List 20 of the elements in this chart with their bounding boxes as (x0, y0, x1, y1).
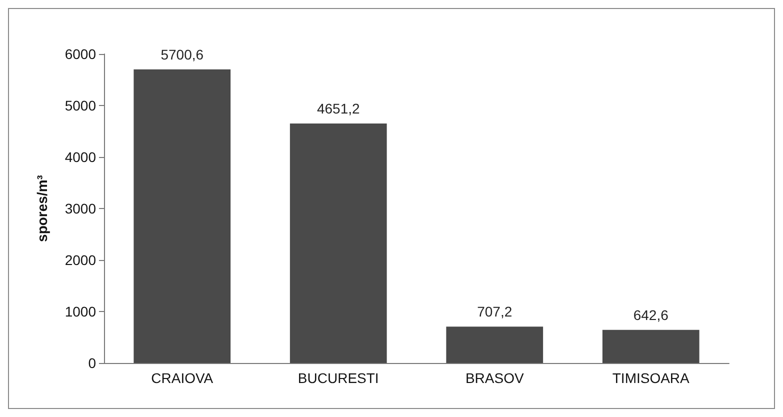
y-tick-label: 5000 (64, 98, 96, 114)
x-tick-label: TIMISOARA (612, 370, 690, 386)
y-tick-label: 0 (88, 355, 96, 371)
data-label: 4651,2 (316, 100, 360, 116)
data-label: 707,2 (477, 304, 512, 320)
bar (446, 326, 544, 363)
y-tick-label: 3000 (64, 200, 96, 216)
data-label: 642,6 (633, 306, 669, 323)
bar (290, 123, 387, 363)
x-tick-label: BRASOV (465, 370, 524, 386)
y-tick-label: 2000 (64, 252, 96, 268)
data-label: 5700,6 (160, 46, 204, 62)
bar (602, 330, 700, 363)
bar (134, 69, 231, 363)
y-tick-label: 1000 (64, 304, 96, 320)
y-tick-label: 6000 (64, 46, 96, 62)
y-tick-label: 4000 (64, 149, 96, 165)
x-tick-label: CRAIOVA (151, 370, 214, 386)
x-tick-label: BUCURESTI (298, 370, 379, 386)
y-axis-title: spores/m³ (34, 174, 50, 242)
